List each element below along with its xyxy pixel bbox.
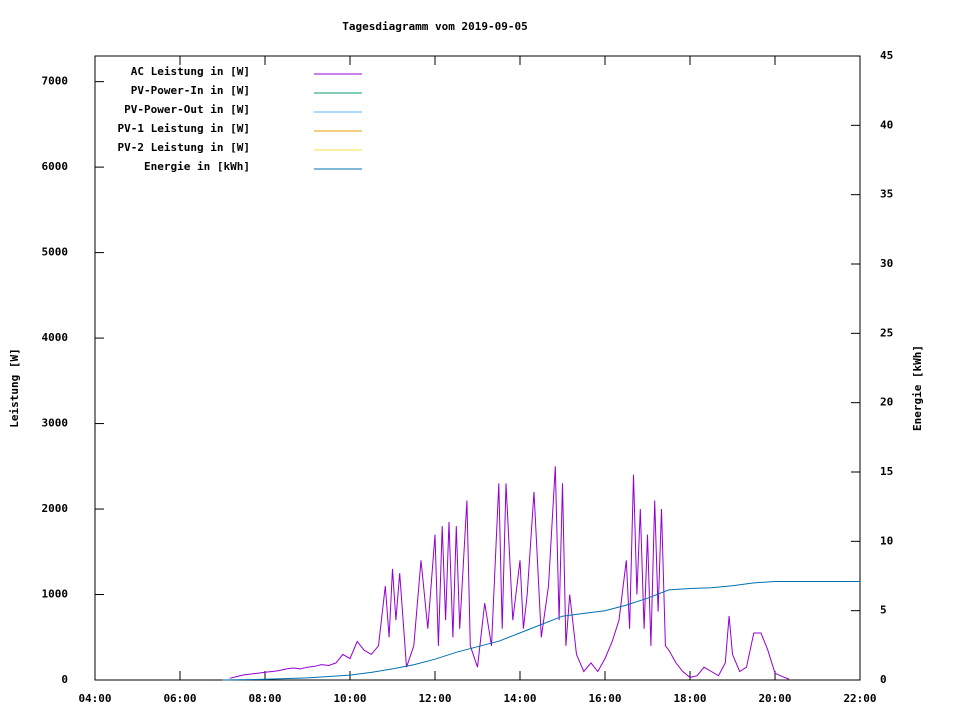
- x-tick-label: 12:00: [418, 692, 451, 705]
- series-line: [229, 466, 790, 680]
- y2-tick-label: 30: [880, 257, 893, 270]
- y2-tick-label: 45: [880, 49, 893, 62]
- y2-tick-label: 25: [880, 326, 893, 339]
- y2-tick-label: 15: [880, 465, 893, 478]
- y-tick-label: 0: [61, 673, 68, 686]
- y2-tick-label: 0: [880, 673, 887, 686]
- y-tick-label: 4000: [42, 331, 69, 344]
- plot-border: [94, 55, 861, 681]
- y-tick-label: 5000: [42, 246, 69, 259]
- x-tick-label: 18:00: [673, 692, 706, 705]
- y2-tick-label: 35: [880, 188, 893, 201]
- x-tick-label: 08:00: [248, 692, 281, 705]
- y-tick-label: 1000: [42, 588, 69, 601]
- x-tick-label: 06:00: [163, 692, 196, 705]
- y2-axis-label: Energie [kWh]: [911, 345, 924, 431]
- legend-label: PV-2 Leistung in [W]: [118, 141, 250, 154]
- y2-tick-label: 40: [880, 118, 893, 131]
- x-tick-label: 10:00: [333, 692, 366, 705]
- y2-tick-label: 10: [880, 534, 893, 547]
- y2-tick-label: 20: [880, 396, 893, 409]
- y2-tick-label: 5: [880, 604, 887, 617]
- x-tick-label: 22:00: [843, 692, 876, 705]
- x-tick-label: 20:00: [758, 692, 791, 705]
- y-axis-label: Leistung [W]: [8, 348, 21, 427]
- y-tick-label: 3000: [42, 417, 69, 430]
- legend-label: PV-Power-In in [W]: [131, 84, 250, 97]
- legend-label: PV-Power-Out in [W]: [124, 103, 250, 116]
- y-tick-label: 2000: [42, 502, 69, 515]
- legend-label: Energie in [kWh]: [144, 160, 250, 173]
- legend-label: PV-1 Leistung in [W]: [118, 122, 250, 135]
- legend-label: AC Leistung in [W]: [131, 65, 250, 78]
- y-tick-label: 6000: [42, 160, 69, 173]
- x-tick-label: 04:00: [78, 692, 111, 705]
- y-tick-label: 7000: [42, 75, 69, 88]
- chart-title: Tagesdiagramm vom 2019-09-05: [342, 20, 527, 33]
- x-tick-label: 14:00: [503, 692, 536, 705]
- series-line: [222, 581, 860, 681]
- x-tick-label: 16:00: [588, 692, 621, 705]
